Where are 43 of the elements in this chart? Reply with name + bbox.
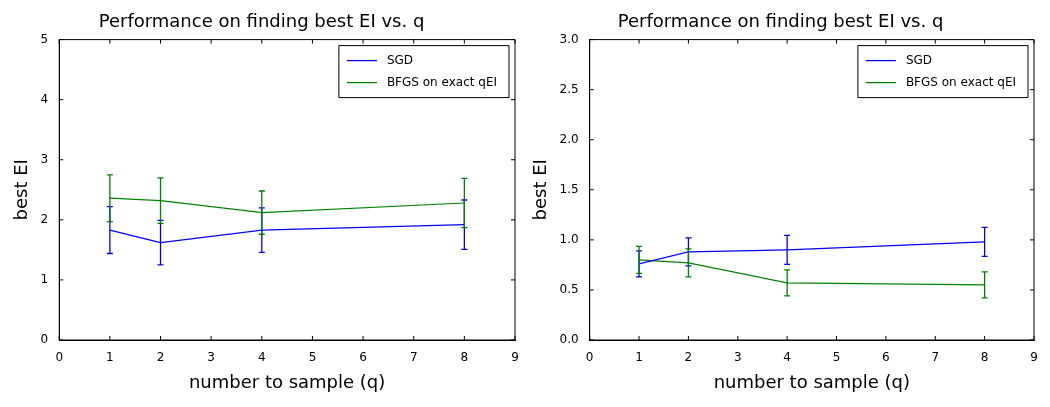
y-axis-title: best EI bbox=[529, 159, 551, 221]
y-tick-label: 0 bbox=[40, 332, 49, 347]
x-tick-label: 0 bbox=[55, 350, 64, 365]
y-tick-label: 2.0 bbox=[559, 131, 579, 146]
x-tick-label: 9 bbox=[1030, 350, 1038, 365]
x-tick-label: 7 bbox=[931, 350, 940, 365]
x-tick-label: 0 bbox=[585, 350, 594, 365]
x-tick-label: 2 bbox=[156, 350, 165, 365]
y-tick-label: 4 bbox=[40, 91, 49, 106]
legend-label: SGD bbox=[386, 52, 414, 67]
x-tick-label: 9 bbox=[511, 350, 519, 365]
x-tick-label: 4 bbox=[257, 350, 266, 365]
x-tick-label: 1 bbox=[635, 350, 643, 365]
y-tick-label: 3 bbox=[40, 151, 49, 166]
x-tick-label: 8 bbox=[980, 350, 989, 365]
x-tick-label: 3 bbox=[207, 350, 215, 365]
legend-label: BFGS on exact qEI bbox=[905, 74, 1016, 89]
y-tick-label: 1 bbox=[40, 272, 49, 287]
x-tick-label: 1 bbox=[106, 350, 114, 365]
y-tick-label: 3.0 bbox=[559, 31, 579, 46]
x-axis-title: number to sample (q) bbox=[188, 370, 386, 392]
x-tick-label: 4 bbox=[783, 350, 791, 365]
legend-label: BFGS on exact qEI bbox=[386, 74, 497, 89]
legend-label: SGD bbox=[905, 52, 933, 67]
x-tick-label: 8 bbox=[460, 350, 469, 365]
y-tick-label: 1.5 bbox=[559, 181, 579, 196]
y-tick-label: 2 bbox=[40, 211, 49, 226]
chart-title: Performance on finding best EI vs. q bbox=[617, 10, 944, 32]
y-tick-label: 2.5 bbox=[559, 81, 579, 96]
x-tick-label: 6 bbox=[359, 350, 367, 365]
x-axis-title: number to sample (q) bbox=[713, 370, 911, 392]
x-tick-label: 6 bbox=[882, 350, 890, 365]
y-tick-label: 0.0 bbox=[559, 332, 579, 347]
y-tick-label: 5 bbox=[40, 31, 49, 46]
y-tick-label: 0.5 bbox=[559, 282, 579, 297]
chart-title: Performance on finding best EI vs. q bbox=[98, 10, 425, 32]
y-tick-label: 1.0 bbox=[559, 231, 579, 246]
x-tick-label: 5 bbox=[308, 350, 317, 365]
x-tick-label: 2 bbox=[684, 350, 693, 365]
x-tick-label: 7 bbox=[409, 350, 418, 365]
x-tick-label: 3 bbox=[733, 350, 742, 365]
x-tick-label: 5 bbox=[832, 350, 841, 365]
y-axis-title: best EI bbox=[10, 159, 32, 221]
